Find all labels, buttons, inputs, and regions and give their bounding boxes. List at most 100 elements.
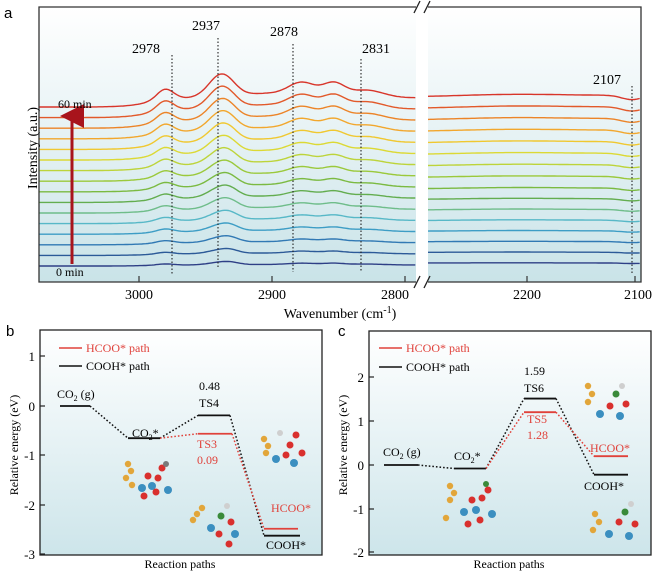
panel-c-xlabel: Reaction paths	[474, 557, 545, 571]
c-co2-ads-label: CO2*	[454, 449, 481, 465]
panel-b: b 1 0 -1 -2 -3 Relative energy (eV) Reac…	[6, 323, 323, 571]
xtick-2800: 2800	[381, 288, 409, 303]
spectrum-line-left-4	[39, 209, 416, 225]
spectrum-line-right-10	[427, 151, 640, 158]
panel-a-label: a	[4, 5, 13, 22]
b-ytick-m3: -3	[24, 547, 35, 562]
c-ytick-m2: -2	[353, 545, 364, 560]
peak-label-2937: 2937	[192, 19, 220, 34]
panel-a-plot-right-bg	[428, 7, 641, 282]
spectrum-line-left-8	[39, 159, 416, 182]
panel-c-ytick-labels: 2 1 0 -1 -2	[353, 370, 364, 560]
peak-markers	[171, 38, 633, 274]
b-ts3-label: TS3	[197, 437, 217, 451]
panel-b-label: b	[6, 323, 14, 340]
b-hcoo-label: HCOO*	[271, 501, 311, 515]
spectrum-line-left-3	[39, 222, 416, 235]
spectrum-line-right-4	[428, 219, 640, 223]
peak-label-2107: 2107	[593, 73, 621, 88]
b-link-3	[229, 415, 265, 536]
panel-a-xticks	[138, 276, 636, 282]
b-ytick-m1: -1	[24, 448, 35, 463]
c-ytick-2: 2	[358, 370, 365, 385]
spectrum-line-left-2	[39, 234, 416, 246]
panel-a: a 2978 2937 2878 2831 2107	[4, 0, 652, 322]
panel-c-label: c	[338, 323, 346, 340]
c-structure-product	[589, 501, 639, 540]
spectrum-line-left-6	[39, 184, 416, 204]
c-link-2	[485, 398, 525, 469]
axis-break-bottom	[413, 275, 431, 289]
c-ts5-label: TS5	[527, 412, 547, 426]
xtick-3000: 3000	[125, 288, 153, 303]
spectrum-line-right-14	[428, 105, 640, 112]
xtick-2200: 2200	[513, 288, 541, 303]
panel-c-plot	[368, 330, 652, 556]
c-structure-co2-ads	[442, 481, 496, 528]
panel-b-ylabel: Relative energy (eV)	[7, 395, 21, 495]
b-ts3-value: 0.09	[197, 453, 218, 467]
time-start-label: 0 min	[56, 265, 84, 279]
b-link-5	[231, 433, 265, 529]
legend-c-hcoo-label: HCOO* path	[406, 341, 470, 355]
peak-label-2878: 2878	[270, 25, 298, 40]
spectra-right	[427, 93, 640, 265]
b-ts4-label: TS4	[199, 396, 219, 410]
panel-b-plot	[39, 329, 323, 556]
panel-b-state-labels: CO2 (g) CO2* 0.48 TS4 TS3 0.09 HCOO* COO…	[57, 379, 311, 552]
b-structure-product	[189, 503, 239, 548]
panel-a-frame	[38, 6, 642, 283]
peak-label-2978: 2978	[132, 42, 160, 57]
spectrum-line-right-13	[427, 116, 640, 124]
xtick-2100: 2100	[624, 288, 652, 303]
c-ytick-0: 0	[358, 458, 365, 473]
panel-c-energy-profile	[384, 397, 628, 476]
spectrum-line-left-11	[39, 122, 416, 151]
panel-c-ylabel: Relative energy (eV)	[336, 395, 350, 495]
spectrum-line-left-10	[39, 134, 416, 161]
spectrum-line-right-12	[427, 128, 640, 135]
spectrum-line-left-15	[39, 73, 416, 108]
spectrum-line-right-5	[428, 208, 640, 213]
b-cooh-label: COOH*	[266, 538, 306, 552]
spectrum-line-left-12	[39, 110, 416, 140]
panel-c-legend: HCOO* path COOH* path	[379, 341, 470, 374]
panel-a-xtick-labels: 3000 2900 2800 2200 2100	[125, 288, 652, 303]
c-cooh-label: COOH*	[584, 479, 624, 493]
legend-cooh-label: COOH* path	[86, 359, 150, 373]
axis-break-top	[413, 0, 431, 14]
b-ytick-0: 0	[29, 399, 36, 414]
peak-labels: 2978 2937 2878 2831 2107	[132, 19, 621, 88]
legend-c-cooh-label: COOH* path	[406, 360, 470, 374]
spectrum-line-right-1	[428, 251, 640, 254]
time-end-label: 60 min	[58, 97, 92, 111]
b-ts4-value: 0.48	[199, 379, 220, 393]
spectrum-line-left-1	[39, 247, 416, 257]
b-co2-ads-label: CO2*	[132, 426, 159, 442]
spectra-left	[39, 73, 416, 267]
c-ts6-value: 1.59	[524, 364, 545, 378]
spectrum-line-right-7	[428, 186, 640, 192]
panel-b-xlabel: Reaction paths	[145, 557, 216, 571]
b-ytick-m2: -2	[24, 498, 35, 513]
panel-c-state-labels: CO2 (g) CO2* 1.59 TS6 TS5 1.28 HCOO* COO…	[383, 364, 630, 493]
panel-c: c 2 1 0 -1 -2 Relative energy (eV) React…	[336, 323, 652, 571]
spectrum-line-left-13	[39, 97, 416, 129]
spectrum-line-right-8	[428, 175, 640, 180]
spectrum-line-right-2	[428, 240, 640, 244]
c-link-5	[555, 411, 595, 457]
b-structure-ts	[260, 430, 306, 467]
spectrum-line-left-14	[39, 85, 416, 119]
b-co2-gas-label: CO2 (g)	[57, 387, 95, 403]
panel-c-yticks	[369, 376, 374, 553]
spectrum-line-left-9	[39, 146, 416, 172]
spectrum-line-right-9	[427, 163, 640, 169]
spectrum-line-right-0	[428, 262, 640, 265]
spectrum-line-right-15	[427, 93, 640, 101]
spectrum-line-right-6	[427, 197, 640, 202]
spectrum-line-left-7	[39, 171, 416, 193]
spectrum-line-left-0	[39, 260, 416, 267]
panel-b-ytick-labels: 1 0 -1 -2 -3	[24, 349, 35, 562]
b-link-4	[159, 432, 199, 439]
